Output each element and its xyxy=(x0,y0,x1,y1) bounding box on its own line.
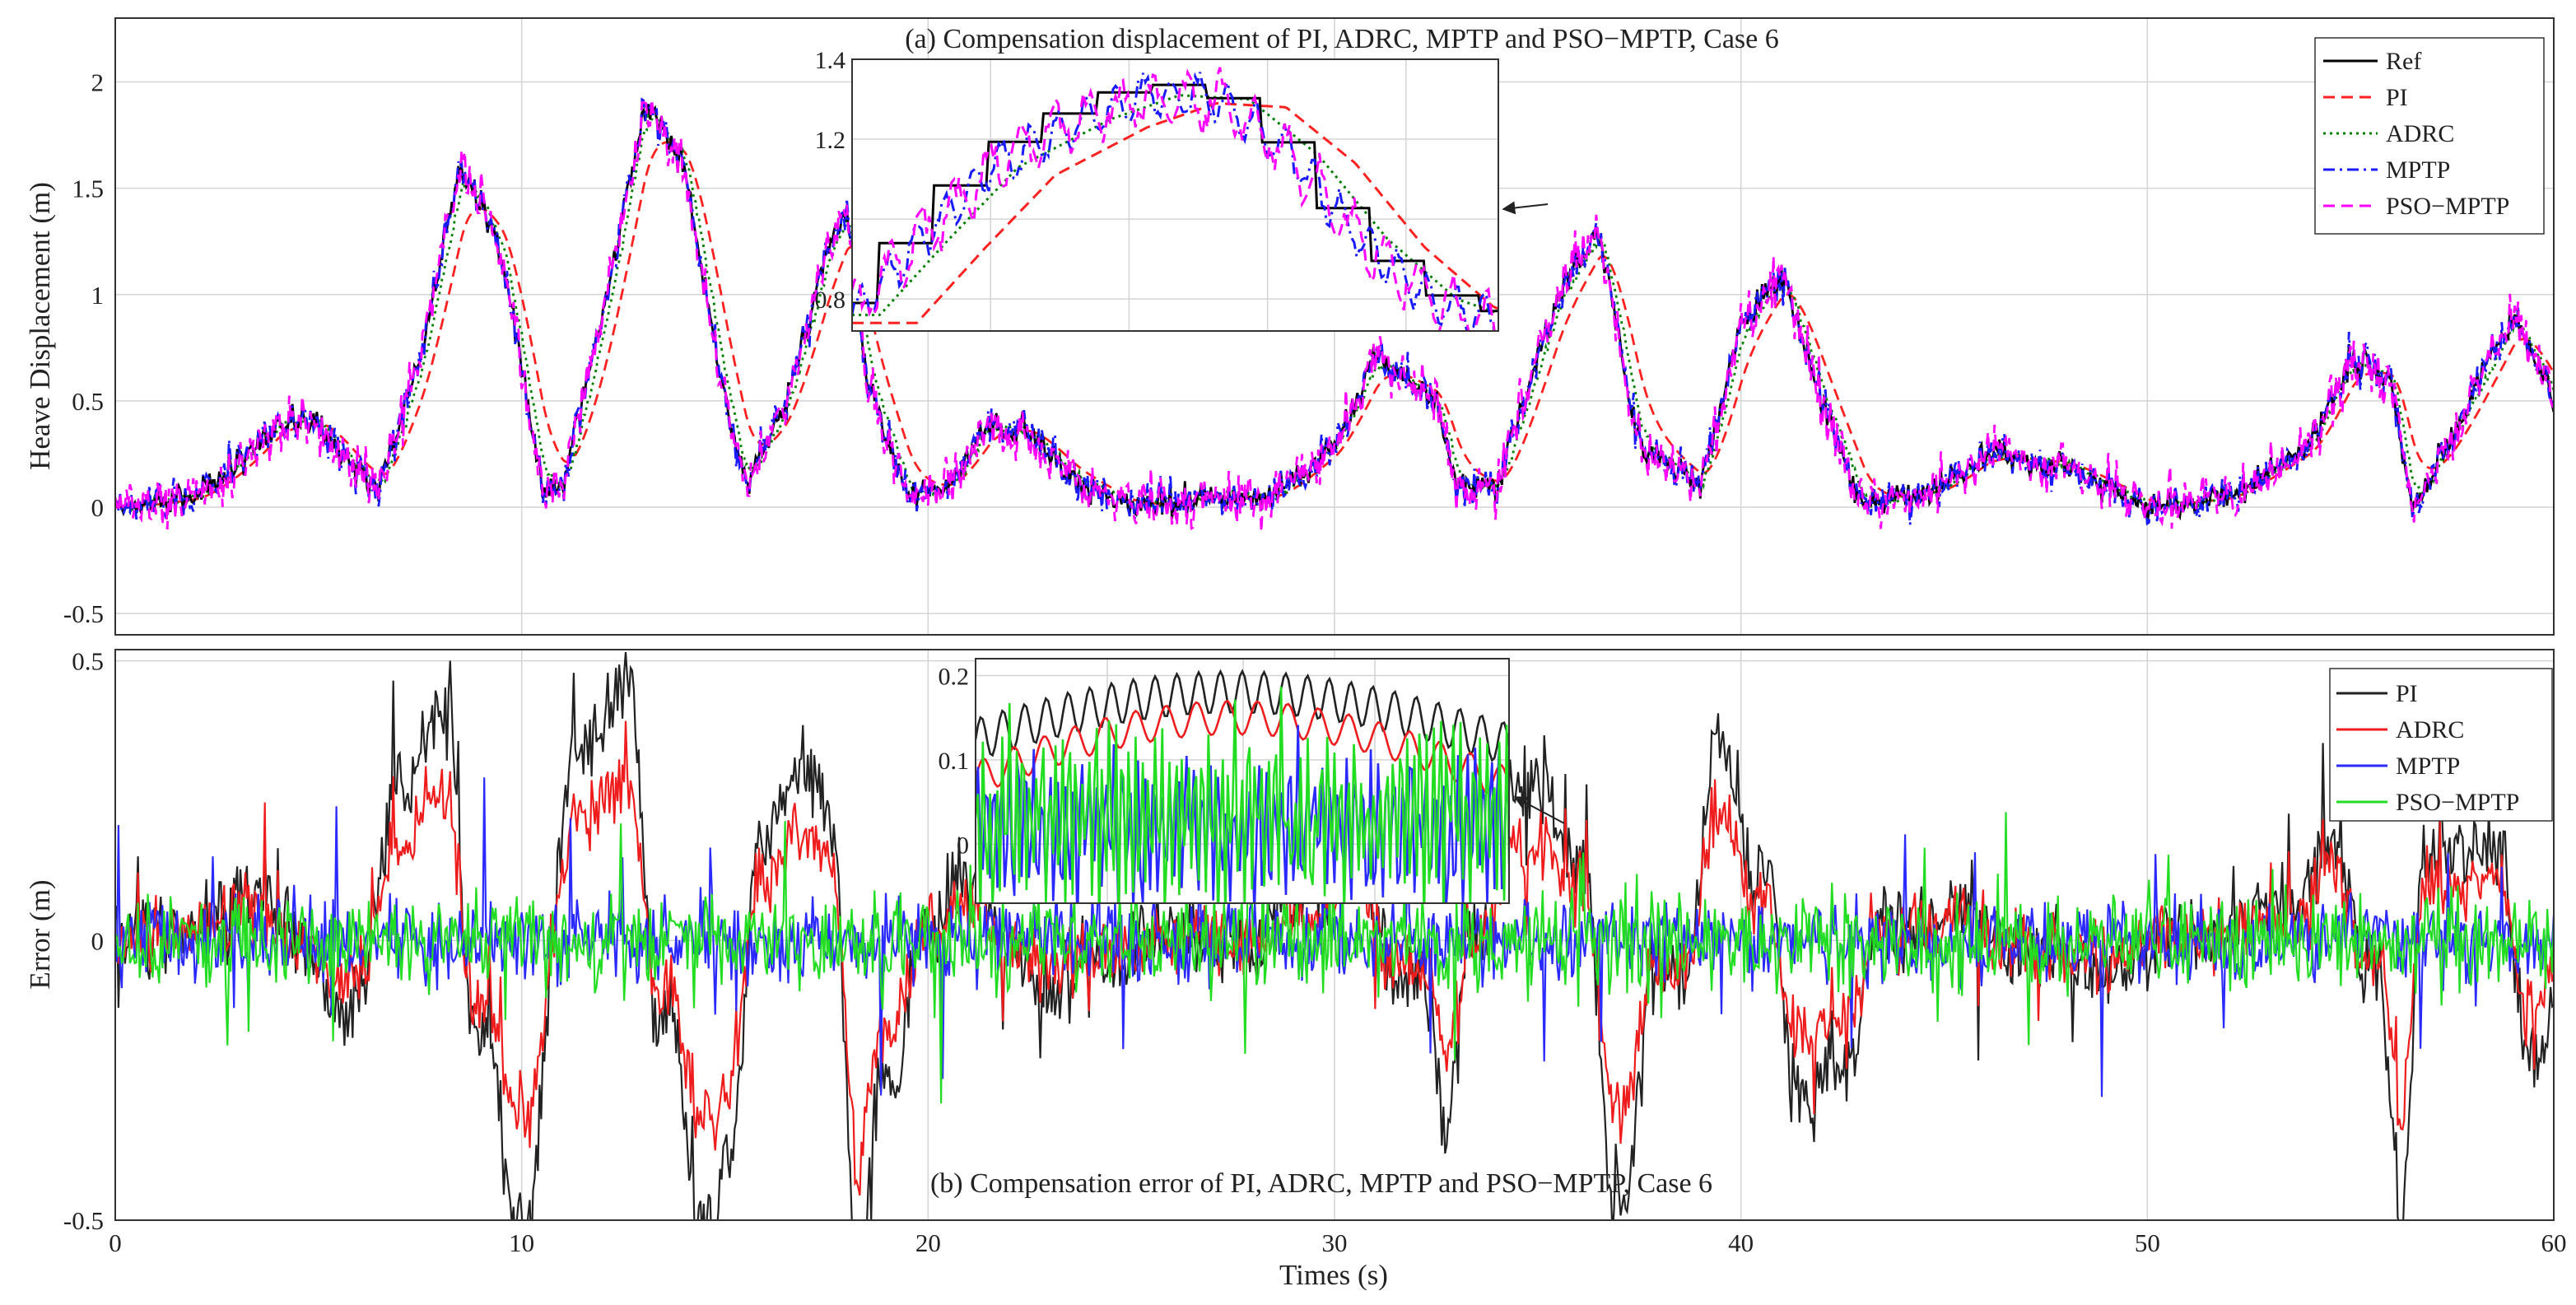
bottom-axes-frame xyxy=(114,649,2555,1221)
bottom-tick-labels: 0 10 20 30 40 50 60-0.500.5 xyxy=(63,647,2567,1257)
top-legend-label: PSO−MPTP xyxy=(2386,193,2509,220)
x-tick-label: 20 xyxy=(915,1228,941,1257)
x-axis-label: Times (s) xyxy=(1279,1259,1388,1291)
bottom-inset-tick-labels: 0.2 0.1 0 xyxy=(939,663,970,859)
bottom-inset-arrow xyxy=(1513,796,1565,824)
top-inset-y-tick-label: 1.4 xyxy=(815,47,846,74)
bottom-y-tick-label: -0.5 xyxy=(63,1206,104,1235)
x-tick-label: 10 xyxy=(509,1228,534,1257)
bottom-legend-label: ADRC xyxy=(2396,716,2464,743)
top-legend-label: ADRC xyxy=(2386,120,2454,147)
panel-top: -0.5 0 0.5 1 1.5 2 (a) Compensation displacem… xyxy=(24,17,2555,636)
top-inset-tick-labels: 1.4 1.2 0.8 xyxy=(815,47,846,314)
bottom-inset-y-tick-label: 0 xyxy=(957,832,969,859)
top-tick-labels: -0.5 0 0.5 1 1.5 2 xyxy=(63,68,104,628)
bottom-legend: PI ADRC MPTP PSO−MPTP xyxy=(2329,668,2553,822)
bottom-inset-y-tick-label: 0.1 xyxy=(939,748,970,775)
bottom-legend-label: PI xyxy=(2396,680,2418,707)
bottom-series-line xyxy=(115,812,2554,1104)
top-title: (a) Compensation displacement of PI, ADR… xyxy=(905,24,1779,54)
top-inset-arrow xyxy=(1502,201,1549,215)
bottom-legend-label: MPTP xyxy=(2396,753,2460,780)
top-y-tick-label: -0.5 xyxy=(63,599,104,628)
x-tick-label: 0 xyxy=(109,1228,122,1257)
top-legend-label: PI xyxy=(2386,84,2408,111)
bottom-inset-series-line xyxy=(976,686,1509,903)
bottom-y-axis-label: Error (m) xyxy=(24,879,56,989)
top-legend-label: Ref xyxy=(2386,48,2421,75)
top-inset-y-tick-label: 1.2 xyxy=(815,127,846,154)
bottom-y-tick-label: 0.5 xyxy=(72,647,104,676)
top-inset-series-line xyxy=(852,72,1496,331)
bottom-inset-y-tick-label: 0.2 xyxy=(939,663,970,690)
x-tick-label: 50 xyxy=(2135,1228,2160,1257)
top-legend: Ref PI ADRC MPTP PSO−MPTP xyxy=(2314,37,2545,235)
x-tick-label: 30 xyxy=(1322,1228,1348,1257)
top-inset-y-tick-label: 0.8 xyxy=(815,287,846,314)
top-y-tick-label: 2 xyxy=(91,68,105,96)
x-tick-label: 40 xyxy=(1728,1228,1754,1257)
top-y-tick-label: 0.5 xyxy=(72,387,104,416)
bottom-inset-series-line xyxy=(976,669,1509,762)
top-y-axis-label: Heave Displacement (m) xyxy=(24,182,56,470)
bottom-y-tick-label: 0 xyxy=(91,926,105,955)
top-y-tick-label: 1.5 xyxy=(72,175,104,203)
top-inset: 1.4 1.2 0.8 xyxy=(815,47,1549,332)
top-y-tick-label: 1 xyxy=(91,281,105,310)
top-series-group xyxy=(115,97,2554,533)
bottom-title: (b) Compensation error of PI, ADRC, MPTP… xyxy=(930,1168,1712,1199)
top-inset-series xyxy=(852,67,1498,331)
top-inset-series-line xyxy=(852,101,1498,324)
top-axes-frame xyxy=(114,17,2555,636)
top-legend-label: MPTP xyxy=(2386,156,2450,184)
top-y-tick-label: 0 xyxy=(91,493,105,522)
bottom-inset-series xyxy=(976,669,1509,903)
top-inset-series-line xyxy=(852,67,1496,331)
x-tick-label: 60 xyxy=(2541,1228,2567,1257)
bottom-inset: 0.2 0.1 0 xyxy=(939,658,1565,904)
bottom-legend-label: PSO−MPTP xyxy=(2396,789,2519,816)
bottom-series-line xyxy=(115,777,2554,1098)
top-inset-series-line xyxy=(852,94,1498,317)
top-series-line xyxy=(115,98,2554,533)
panel-bottom: 0 10 20 30 40 50 60-0.500.5 (b) Compensation e… xyxy=(24,647,2567,1291)
